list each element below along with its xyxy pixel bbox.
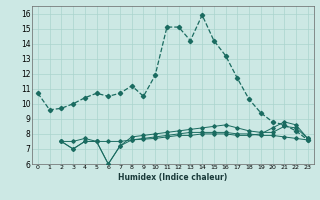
X-axis label: Humidex (Indice chaleur): Humidex (Indice chaleur) [118,173,228,182]
